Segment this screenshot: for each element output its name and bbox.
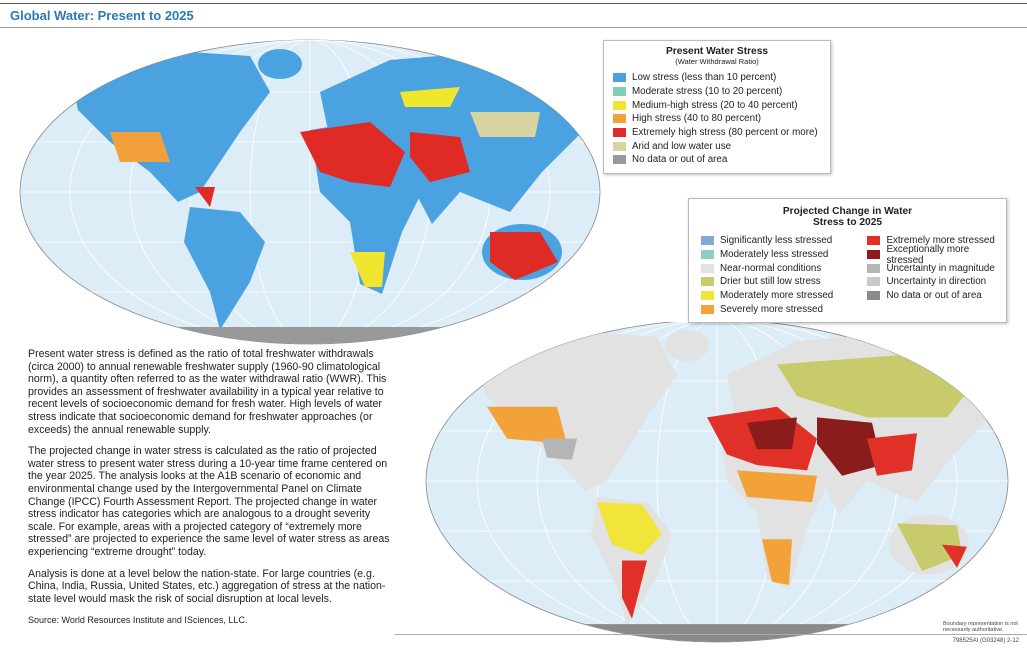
legend-label: Moderately more stressed: [720, 290, 834, 302]
legend-item: Arid and low water use: [613, 139, 830, 153]
legend-columns: Significantly less stressed Moderately le…: [689, 234, 1006, 316]
legend-item: No data or out of area: [613, 153, 830, 167]
body-text: Present water stress is defined as the r…: [28, 348, 394, 636]
legend-item: Drier but still low stress: [701, 275, 867, 289]
legend-item: Extremely more stressed: [867, 234, 1006, 248]
legend-label: Near-normal conditions: [720, 262, 822, 274]
legend-item: Medium-high stress (20 to 40 percent): [613, 98, 830, 112]
title-rule: [0, 27, 1027, 28]
legend-subtitle: (Water Withdrawal Ratio): [675, 57, 759, 66]
legend-label: Exceptionally more stressed: [886, 243, 970, 266]
legend-swatch: [701, 291, 714, 301]
legend-label: Medium-high stress (20 to 40 percent): [632, 99, 798, 111]
legend-column: Significantly less stressed Moderately le…: [701, 234, 867, 316]
page-title: Global Water: Present to 2025: [10, 8, 194, 23]
map-code: 798525AI (G03248) 2-12: [952, 638, 1019, 644]
legend-swatch: [701, 250, 714, 260]
legend-title: Projected Change in Water Stress to 2025: [782, 206, 913, 228]
legend-item: Low stress (less than 10 percent): [613, 71, 830, 85]
legend-item: High stress (40 to 80 percent): [613, 112, 830, 126]
legend-label: No data or out of area: [886, 290, 982, 302]
source: Source: World Resources Institute and IS…: [28, 615, 248, 626]
legend-swatch: [701, 236, 714, 246]
legend-swatch: [613, 141, 626, 151]
top-rule: [0, 3, 1027, 4]
legend-swatch: [701, 263, 714, 273]
present-legend: Present Water Stress (Water Withdrawal R…: [603, 40, 831, 174]
paragraph: Analysis is done at a level below the na…: [28, 567, 386, 605]
legend-item: Moderately less stressed: [701, 248, 867, 262]
legend-swatch: [613, 128, 626, 138]
projected-change-map: [425, 319, 1009, 643]
legend-swatch: [867, 291, 881, 301]
legend-label: Low stress (less than 10 percent): [632, 72, 777, 84]
footer-rule: [395, 634, 1027, 635]
legend-item: Exceptionally more stressed: [867, 244, 1006, 266]
legend-label: No data or out of area: [632, 154, 728, 166]
legend-label: Significantly less stressed: [720, 235, 833, 247]
present-stress-map: [19, 39, 601, 345]
legend-label: High stress (40 to 80 percent): [632, 113, 762, 125]
legend-item: Uncertainty in magnitude: [867, 261, 1006, 275]
projected-legend: Projected Change in Water Stress to 2025…: [688, 198, 1007, 323]
legend-items: Low stress (less than 10 percent) Moderat…: [604, 71, 830, 167]
legend-label: Severely more stressed: [720, 303, 823, 315]
legend-label: Uncertainty in magnitude: [886, 262, 995, 274]
legend-label: Arid and low water use: [632, 140, 732, 152]
legend-swatch: [701, 304, 714, 314]
legend-swatch: [867, 250, 881, 260]
legend-swatch: [867, 263, 881, 273]
legend-swatch: [613, 155, 626, 165]
legend-item: Significantly less stressed: [701, 234, 867, 248]
legend-label: Extremely high stress (80 percent or mor…: [632, 127, 818, 139]
legend-item: Severely more stressed: [701, 302, 867, 316]
legend-label: Moderate stress (10 to 20 percent): [632, 86, 783, 98]
legend-swatch: [867, 236, 881, 246]
legend-item: Extremely high stress (80 percent or mor…: [613, 126, 830, 140]
legend-item: Near-normal conditions: [701, 261, 867, 275]
legend-swatch: [613, 114, 626, 124]
boundary-note: Boundary representation is not necessari…: [943, 621, 1018, 633]
legend-item: Moderate stress (10 to 20 percent): [613, 85, 830, 99]
legend-swatch: [613, 73, 626, 83]
legend-swatch: [867, 277, 881, 287]
legend-label: Moderately less stressed: [720, 249, 829, 261]
legend-swatch: [701, 277, 714, 287]
legend-label: Extremely more stressed: [886, 235, 995, 247]
legend-swatch: [613, 87, 626, 97]
paragraph: Present water stress is defined as the r…: [28, 348, 387, 436]
legend-item: No data or out of area: [867, 289, 1006, 303]
legend-swatch: [613, 100, 626, 110]
legend-column: Extremely more stressed Exceptionally mor…: [867, 234, 1006, 316]
legend-label: Drier but still low stress: [720, 276, 821, 288]
legend-label: Uncertainty in direction: [886, 276, 987, 288]
legend-item: Uncertainty in direction: [867, 275, 1006, 289]
legend-title: Present Water Stress: [665, 46, 769, 57]
legend-item: Moderately more stressed: [701, 289, 867, 303]
paragraph: The projected change in water stress is …: [28, 445, 390, 558]
